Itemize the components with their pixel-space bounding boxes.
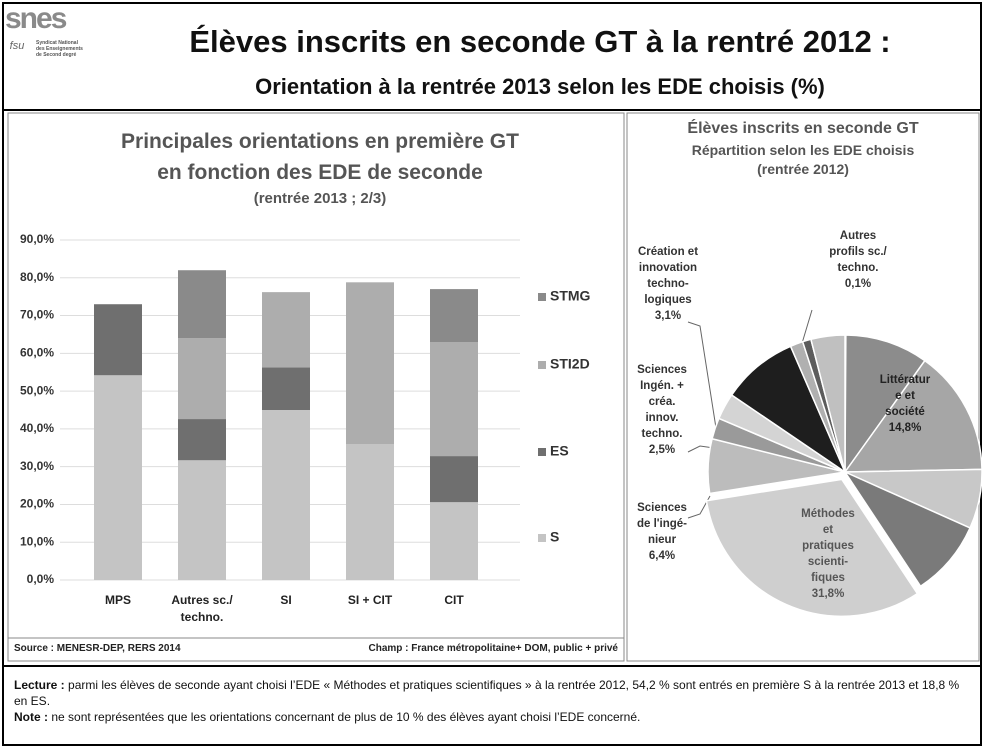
bar-segment (262, 292, 310, 368)
x-tick-label: Autres sc./ techno. (171, 593, 233, 624)
pie-slice (842, 470, 972, 588)
bar-segment (262, 367, 310, 410)
pie-slice (843, 359, 983, 473)
legend-swatch (538, 448, 546, 456)
source: Source : MENESR-DEP, RERS 2014 (14, 643, 181, 654)
slice-label: Littératur e et société 14,8% (855, 372, 955, 436)
slice-label: Méthodes et pratiques scienti- fiques 31,… (778, 506, 878, 602)
pie-subtitle: Répartition selon les EDE choisis (rentr… (691, 142, 915, 177)
y-tick-label: 20,0% (20, 497, 54, 511)
lecture: Lecture : parmi les élèves de seconde ay… (14, 677, 974, 709)
slice-label: Sciences Ingén. + créa. innov. techno. 2,… (612, 362, 712, 458)
y-tick-label: 10,0% (20, 534, 54, 548)
leader (687, 445, 715, 453)
y-tick-label: 30,0% (20, 459, 54, 473)
legend-label: S (550, 529, 559, 545)
bar-segment (94, 304, 142, 376)
x-tick-label: CIT (444, 593, 464, 607)
bar-title: Principales orientations en première GT … (121, 130, 519, 184)
logo-caption: Syndicat National des Enseignements de S… (36, 40, 83, 58)
bar-segment (178, 338, 226, 420)
slice-value-label: 3,1% (654, 310, 682, 322)
y-tick-label: 80,0% (20, 270, 54, 284)
slide-title: Élèves inscrits en seconde GT à la rentr… (189, 24, 891, 59)
x-tick-label: SI + CIT (347, 593, 393, 607)
y-tick-label: 0,0% (27, 572, 55, 586)
slice-value-label: 14,8% (888, 422, 922, 434)
y-tick-label: 60,0% (20, 346, 54, 360)
slice-value-label: 6,4% (648, 550, 676, 562)
bar-subtitle: (rentrée 2013 ; 2/3) (253, 190, 387, 207)
slice-label: Autres profils sc./ techno. 0,1% (808, 228, 908, 292)
note-label: Note : (14, 710, 48, 724)
slice-value-label: 31,8% (811, 588, 845, 600)
pie-slice (810, 334, 846, 473)
bar-segment (430, 502, 478, 580)
logo-sub: fsu (9, 40, 25, 52)
legend-swatch (538, 534, 546, 542)
y-tick-label: 90,0% (20, 232, 54, 246)
slide-subtitle: Orientation à la rentrée 2013 selon les … (255, 74, 825, 99)
note-text: ne sont représentées que les orientation… (48, 710, 641, 724)
legend-label: STMG (550, 288, 591, 304)
bar-segment (94, 375, 142, 580)
legend-label: ES (550, 443, 569, 459)
bar-segment (430, 342, 478, 457)
slice-label: Sciences de l'ingé- nieur 6,4% (612, 500, 712, 564)
legend-swatch (538, 293, 546, 301)
logo: snes (5, 2, 67, 35)
bar-segment (346, 444, 394, 580)
bar-segment (262, 410, 310, 580)
lecture-label: Lecture : (14, 678, 65, 692)
bar-segment (430, 289, 478, 342)
bar-segment (178, 270, 226, 339)
slice-value-label: 2,5% (648, 444, 676, 456)
bar-segment (346, 282, 394, 444)
note: Note : ne sont représentées que les orie… (14, 709, 974, 725)
slice-value-label: 0,1% (844, 278, 872, 290)
pie-slice (705, 478, 919, 617)
bar-segment (178, 460, 226, 580)
leader (687, 321, 717, 429)
pie-slice (844, 334, 926, 475)
slice-label: Création et innovation techno- logiques 3… (618, 244, 718, 324)
scope: Champ : France métropolitaine+ DOM, publ… (368, 643, 619, 654)
x-tick-label: MPS (104, 593, 131, 607)
bar-segment (178, 419, 226, 461)
legend-label: STI2D (550, 356, 590, 372)
y-tick-label: 50,0% (20, 383, 54, 397)
bar-segment (430, 456, 478, 503)
pie-title: Élèves inscrits en seconde GT (687, 120, 919, 137)
lecture-text: parmi les élèves de seconde ayant choisi… (14, 678, 960, 708)
y-tick-label: 40,0% (20, 421, 54, 435)
legend-swatch (538, 361, 546, 369)
x-tick-label: SI (280, 593, 292, 607)
y-tick-label: 70,0% (20, 308, 54, 322)
